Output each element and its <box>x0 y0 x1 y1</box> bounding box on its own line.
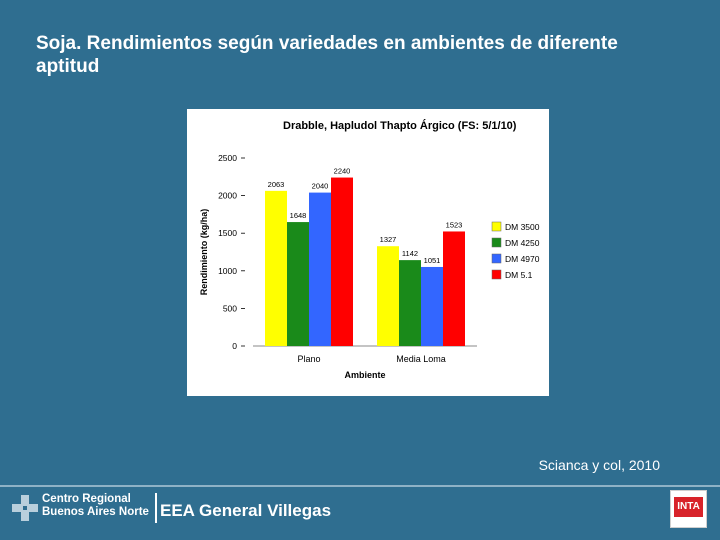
data-label: 1648 <box>290 211 307 220</box>
bar-chart: Drabble, Hapludol Thapto Árgico (FS: 5/1… <box>199 119 540 380</box>
footer: Centro Regional Buenos Aires Norte EEA G… <box>0 487 720 540</box>
station-name: EEA General Villegas <box>160 501 332 520</box>
data-label: 2040 <box>312 182 329 191</box>
x-tick-label: Media Loma <box>396 354 446 364</box>
inta-logo-text: INTA <box>674 497 703 517</box>
legend-label: DM 5.1 <box>505 270 533 280</box>
data-label: 1142 <box>402 249 418 258</box>
legend-label: DM 3500 <box>505 222 540 232</box>
chart-panel: Drabble, Hapludol Thapto Árgico (FS: 5/1… <box>187 109 549 396</box>
bar-dm-4250 <box>399 260 421 346</box>
x-axis-label: Ambiente <box>344 370 385 380</box>
citation: Scianca y col, 2010 <box>538 457 660 473</box>
legend-label: DM 4970 <box>505 254 540 264</box>
y-tick-label: 1500 <box>218 228 237 238</box>
bar-dm-4250 <box>287 222 309 346</box>
y-tick-label: 0 <box>232 341 237 351</box>
bar-dm-4970 <box>309 192 331 346</box>
centro-regional-logo-icon <box>12 495 38 521</box>
logo-separator <box>155 493 157 523</box>
footer-divider <box>0 485 720 487</box>
data-label: 1051 <box>424 256 441 265</box>
legend-swatch <box>491 269 502 280</box>
data-label: 1523 <box>446 220 463 229</box>
y-tick-label: 2000 <box>218 191 237 201</box>
data-label: 1327 <box>380 235 397 244</box>
org-line-1: Centro Regional <box>42 493 131 505</box>
y-tick-label: 500 <box>223 303 237 313</box>
bar-dm-4970 <box>421 266 443 346</box>
legend-swatch <box>491 221 502 232</box>
org-line-2: Buenos Aires Norte <box>42 506 149 518</box>
chart-title: Drabble, Hapludol Thapto Árgico (FS: 5/1… <box>283 119 517 132</box>
y-axis-label: Rendimiento (kg/ha) <box>199 209 209 296</box>
data-label: 2240 <box>334 167 351 176</box>
inta-logo: INTA <box>670 490 707 528</box>
bar-dm-3500 <box>377 246 399 346</box>
centro-regional-logo-text: Centro Regional Buenos Aires Norte <box>42 493 149 519</box>
bar-dm-5-1 <box>443 231 465 346</box>
data-label: 2063 <box>268 180 285 189</box>
legend-swatch <box>491 253 502 264</box>
bar-dm-5-1 <box>331 177 353 346</box>
x-tick-label: Plano <box>297 354 320 364</box>
bar-dm-3500 <box>265 190 287 346</box>
slide-title: Soja. Rendimientos según variedades en a… <box>36 33 618 77</box>
y-tick-label: 1000 <box>218 266 237 276</box>
y-tick-label: 2500 <box>218 153 237 163</box>
legend-swatch <box>491 237 502 248</box>
legend-label: DM 4250 <box>505 238 540 248</box>
